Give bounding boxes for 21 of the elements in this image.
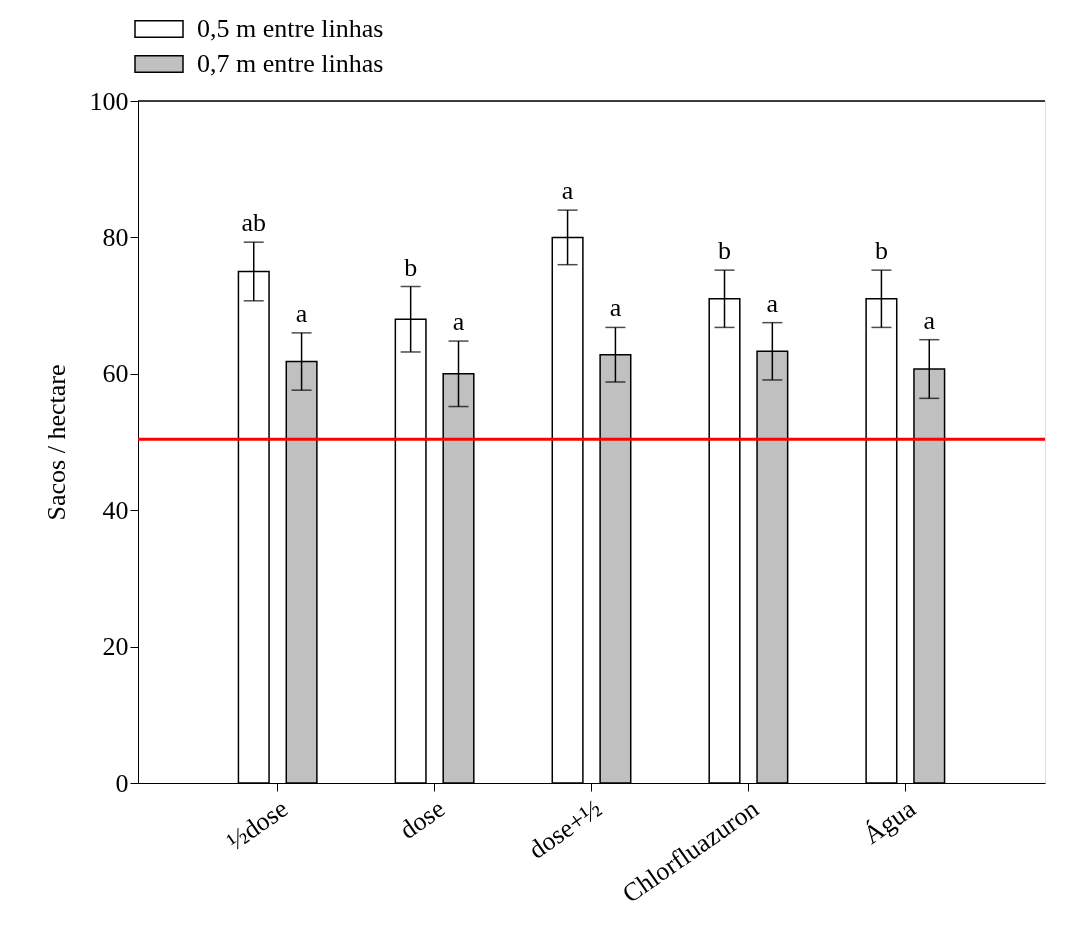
annotation: ab	[241, 208, 267, 238]
y-axis-title: Sacos / hectare	[41, 364, 71, 521]
y-tick-label: 20	[102, 632, 129, 662]
annotation: a	[923, 305, 936, 335]
annotation: a	[609, 293, 622, 323]
annotation: a	[452, 307, 465, 337]
y-tick-label: 100	[89, 86, 129, 116]
annotation: a	[766, 288, 779, 318]
annotation: b	[404, 252, 418, 282]
annotation: a	[295, 298, 308, 328]
x-tick-label: Água	[858, 793, 922, 850]
annotation: a	[561, 176, 574, 206]
y-tick-label: 80	[102, 222, 129, 252]
annotation: b	[718, 236, 731, 266]
y-tick-label: 60	[102, 359, 129, 389]
x-tick-label: dose	[394, 793, 451, 845]
annotation: b	[874, 236, 888, 266]
y-tick-label: 40	[102, 495, 129, 525]
y-tick-label: 0	[115, 768, 129, 798]
legend-label: 0,7 m entre linhas	[197, 49, 384, 78]
legend-label: 0,5 m entre linhas	[197, 14, 384, 43]
